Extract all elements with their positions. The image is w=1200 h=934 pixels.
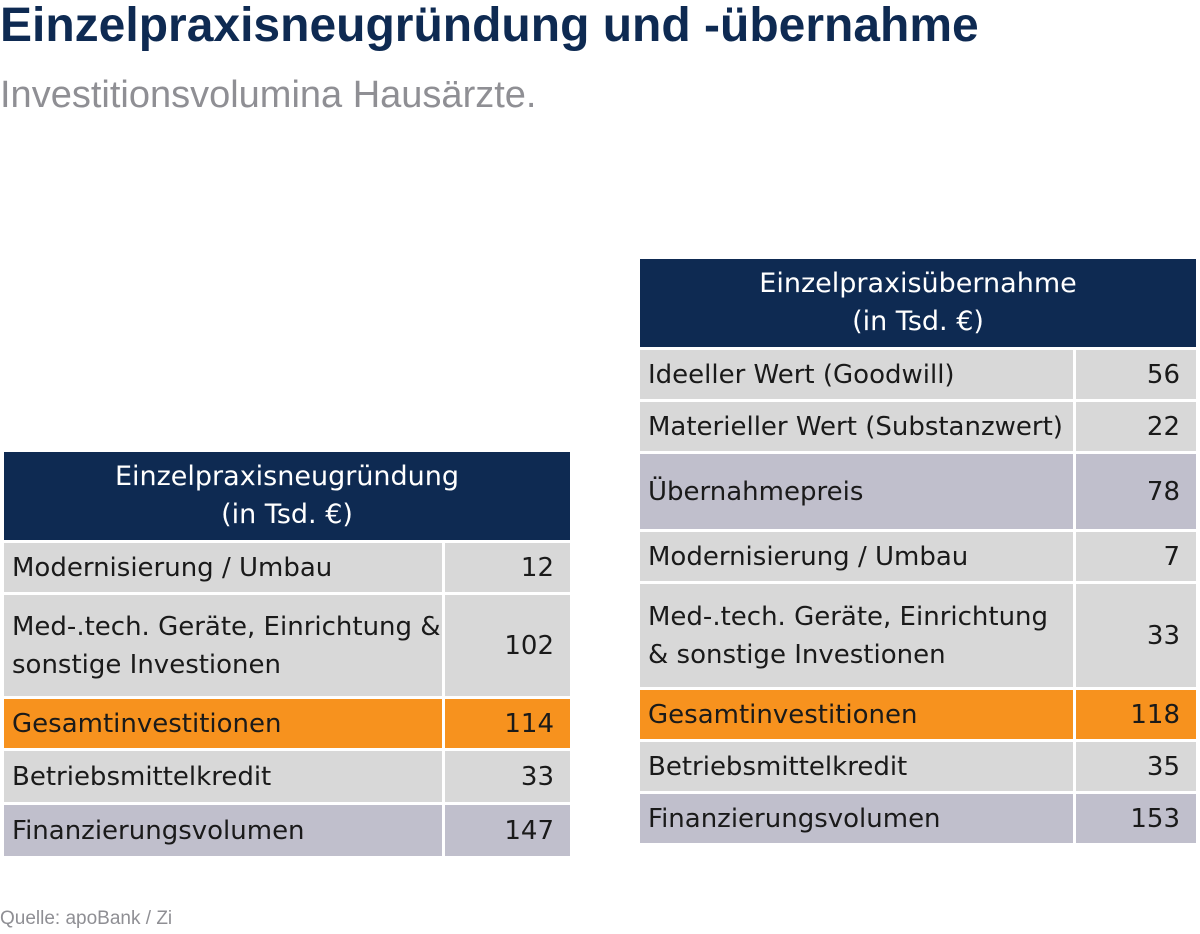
table-row: Übernahmepreis 78 [640,451,1196,529]
table-row: Med-.tech. Geräte, Einrichtung & sonstige… [640,581,1196,687]
row-value: 33 [445,751,570,802]
row-label-line: Modernisierung / Umbau [12,552,333,583]
row-label: Ideeller Wert (Goodwill) [640,350,1076,399]
row-label-line: Betriebsmittelkredit [648,751,908,782]
row-value: 102 [445,595,570,696]
row-label: Finanzierungsvolumen [640,794,1076,843]
table-header-title: Einzelpraxisübernahme [759,268,1077,299]
table-row: Ideeller Wert (Goodwill) 56 [640,347,1196,399]
table-row: Betriebsmittelkredit 33 [4,748,570,802]
table-row: Modernisierung / Umbau 7 [640,529,1196,581]
table-row: Finanzierungsvolumen 153 [640,791,1196,843]
row-label: Gesamtinvestitionen [640,690,1076,739]
row-label-line: Ideeller Wert (Goodwill) [648,359,955,390]
page-title: Einzelpraxisneugründung und -übernahme [0,0,979,52]
row-label-line: & sonstige Investionen [648,639,946,670]
row-value: 147 [445,805,570,856]
table-row: Finanzierungsvolumen 147 [4,802,570,856]
row-value: 114 [445,699,570,748]
source-note: Quelle: apoBank / Zi [0,908,173,929]
table-header: Einzelpraxisneugründung (in Tsd. €) [4,452,570,540]
row-label: Modernisierung / Umbau [640,532,1076,581]
row-label-line: Materieller Wert (Substanzwert) [648,411,1063,442]
row-label: Übernahmepreis [640,454,1076,529]
row-value: 22 [1076,402,1196,451]
row-value: 12 [445,543,570,592]
row-value: 153 [1076,794,1196,843]
table-row: Betriebsmittelkredit 35 [640,739,1196,791]
page-subtitle: Investitionsvolumina Hausärzte. [0,74,537,116]
table-row: Gesamtinvestitionen 114 [4,696,570,748]
row-label-line: Finanzierungsvolumen [12,815,305,846]
row-label-line: Finanzierungsvolumen [648,803,941,834]
table-einzelpraxisuebernahme: Einzelpraxisübernahme (in Tsd. €) Ideell… [640,259,1196,843]
row-value: 118 [1076,690,1196,739]
row-label: Finanzierungsvolumen [4,805,445,856]
row-value: 7 [1076,532,1196,581]
row-label-line: Übernahmepreis [648,476,864,507]
row-label-line: Modernisierung / Umbau [648,541,969,572]
row-label-line: Med-.tech. Geräte, Einrichtung [648,601,1049,632]
row-label: Modernisierung / Umbau [4,543,445,592]
table-row: Materieller Wert (Substanzwert) 22 [640,399,1196,451]
row-value: 33 [1076,584,1196,687]
row-label-line: Med-.tech. Geräte, Einrichtung & [12,611,441,642]
row-label: Med-.tech. Geräte, Einrichtung & sonstige… [4,595,445,696]
table-row: Gesamtinvestitionen 118 [640,687,1196,739]
table-header-unit: (in Tsd. €) [221,499,353,530]
table-header: Einzelpraxisübernahme (in Tsd. €) [640,259,1196,347]
row-value: 78 [1076,454,1196,529]
table-row: Med-.tech. Geräte, Einrichtung & sonstige… [4,592,570,696]
table-row: Modernisierung / Umbau 12 [4,540,570,592]
row-label-line: Betriebsmittelkredit [12,761,272,792]
row-label-line: sonstige Investionen [12,649,282,680]
row-label: Betriebsmittelkredit [640,742,1076,791]
row-label-line: Gesamtinvestitionen [648,699,918,730]
table-header-title: Einzelpraxisneugründung [114,461,460,492]
row-label: Med-.tech. Geräte, Einrichtung & sonstige… [640,584,1076,687]
row-label-line: Gesamtinvestitionen [12,708,282,739]
row-value: 56 [1076,350,1196,399]
row-value: 35 [1076,742,1196,791]
row-label: Materieller Wert (Substanzwert) [640,402,1076,451]
row-label: Betriebsmittelkredit [4,751,445,802]
table-einzelpraxisneugruendung: Einzelpraxisneugründung (in Tsd. €) Mode… [4,452,570,856]
row-label: Gesamtinvestitionen [4,699,445,748]
table-header-unit: (in Tsd. €) [852,306,984,337]
